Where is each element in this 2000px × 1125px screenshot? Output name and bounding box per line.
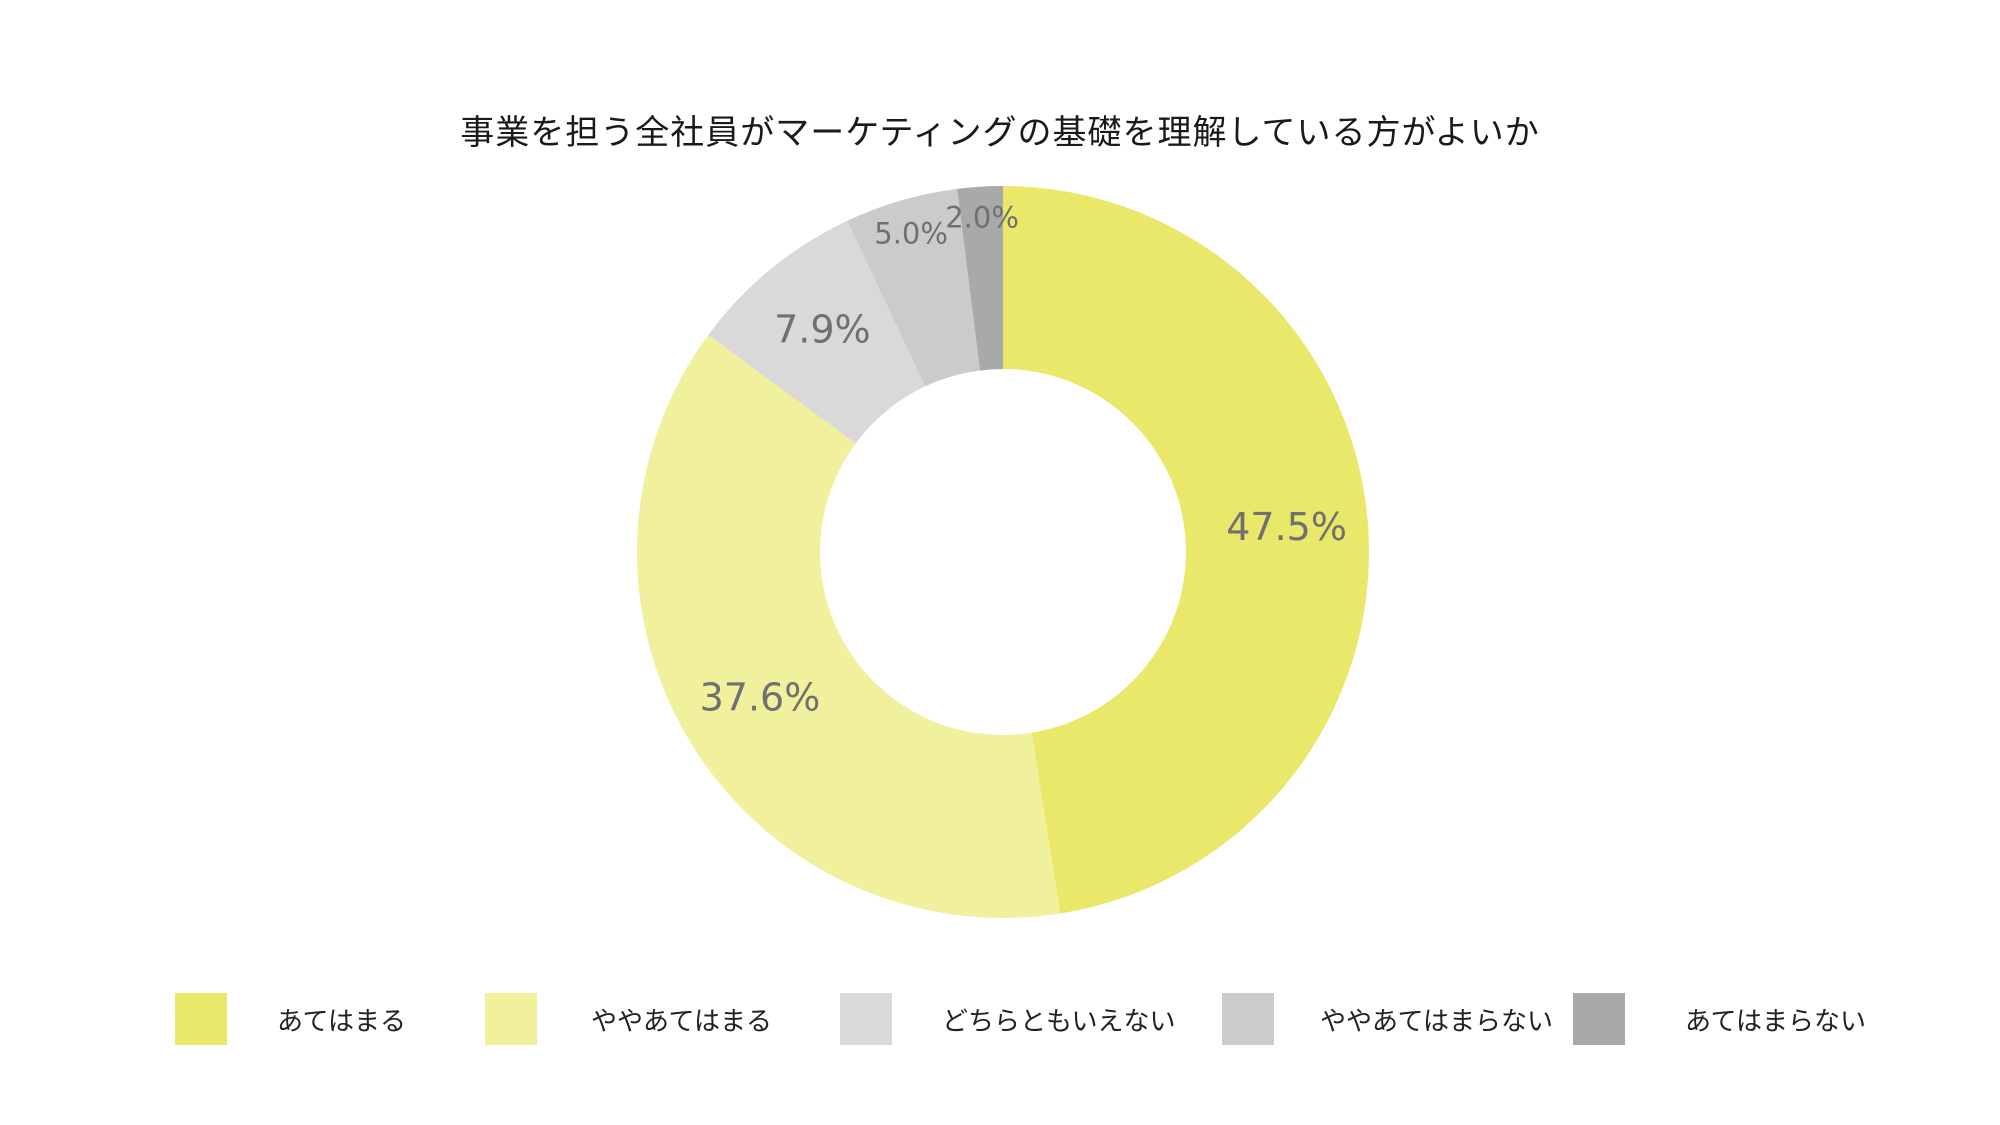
donut-slice-dochiratomo xyxy=(708,220,926,444)
legend-item-yaya-atehamaru: ややあてはまる xyxy=(485,993,772,1045)
legend-swatch xyxy=(485,993,537,1045)
donut-value-labels: 47.5% 37.6% 7.9% 5.0%2.0% xyxy=(700,201,1347,720)
slice-value-label-yaya-atehamaru: 37.6% xyxy=(700,675,821,719)
legend-label: あてはまる xyxy=(277,1006,406,1037)
legend-item-atehamaranai: あてはまらない xyxy=(1573,993,1866,1045)
slice-value-label-atehamaru: 47.5% xyxy=(1226,505,1347,549)
chart-title: 事業を担う全社員がマーケティングの基礎を理解している方がよいか xyxy=(460,113,1540,153)
legend-item-atehamaru: あてはまる xyxy=(175,993,406,1045)
slice-value-label-dochiratomo: 7.9% xyxy=(774,308,871,352)
slice-value-label-atehamaranai: 2.0% xyxy=(945,201,1019,235)
legend-swatch xyxy=(175,993,227,1045)
legend-label: あてはまらない xyxy=(1685,1006,1866,1037)
legend-label: ややあてはまる xyxy=(591,1006,772,1037)
chart-legend: あてはまる ややあてはまる どちらともいえない ややあてはまらない あてはまらない xyxy=(0,993,2000,1045)
donut-slices xyxy=(636,186,1369,918)
slice-value-label-yaya-atehamaranai: 5.0% xyxy=(874,217,948,251)
donut-slice-yaya-atehamaru xyxy=(636,335,1061,918)
legend-item-yaya-atehamaranai: ややあてはまらない xyxy=(1222,993,1553,1045)
legend-swatch xyxy=(1573,993,1625,1045)
donut-slice-yaya-atehamaranai xyxy=(847,188,981,387)
legend-label: ややあてはまらない xyxy=(1320,1006,1553,1037)
legend-item-dochiratomo: どちらともいえない xyxy=(840,993,1175,1045)
donut-slice-atehamaranai xyxy=(957,186,1003,371)
legend-swatch xyxy=(840,993,892,1045)
donut-slice-atehamaru xyxy=(1003,186,1369,914)
legend-label: どちらともいえない xyxy=(942,1006,1176,1037)
legend-swatch xyxy=(1222,993,1274,1045)
